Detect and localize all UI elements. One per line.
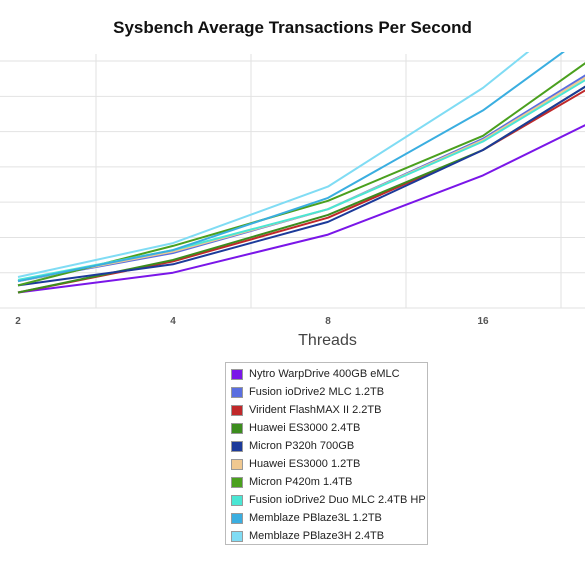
series-line-8 — [17, 52, 565, 283]
x-tick-label-3: 16 — [477, 316, 489, 327]
legend-swatch — [231, 494, 243, 506]
legend-label: Huawei ES3000 2.4TB — [249, 422, 361, 434]
legend-label: Memblaze PBlaze3H 2.4TB — [249, 530, 385, 542]
series-line-4 — [17, 85, 585, 287]
x-tick-label-0: 2 — [15, 316, 21, 327]
series-group — [17, 52, 585, 294]
legend-item: Fusion ioDrive2 Duo MLC 2.4TB HP — [231, 491, 427, 509]
series-line-7 — [17, 79, 585, 281]
legend-label: Memblaze PBlaze3L 1.2TB — [249, 512, 382, 524]
legend-item: Micron P320h 700GB — [231, 437, 427, 455]
chart-title: Sysbench Average Transactions Per Second — [113, 18, 472, 37]
legend-swatch — [231, 458, 243, 470]
legend-swatch — [231, 404, 243, 416]
series-line-3 — [17, 85, 585, 294]
legend-swatch — [231, 476, 243, 488]
x-tick-label-1: 4 — [170, 316, 176, 327]
series-line-5 — [17, 76, 585, 283]
legend-item: Memblaze PBlaze3L 1.2TB — [231, 509, 427, 527]
legend: Nytro WarpDrive 400GB eMLC Fusion ioDrive… — [225, 362, 428, 545]
legend-swatch — [231, 440, 243, 452]
legend-swatch — [231, 512, 243, 524]
series-line-9 — [17, 52, 530, 278]
legend-label: Huawei ES3000 1.2TB — [249, 458, 361, 470]
legend-swatch — [231, 422, 243, 434]
legend-item: Memblaze PBlaze3H 2.4TB — [231, 527, 427, 545]
legend-swatch — [231, 368, 243, 380]
legend-label: Nytro WarpDrive 400GB eMLC — [249, 368, 400, 380]
legend-label: Fusion ioDrive2 MLC 1.2TB — [249, 386, 385, 398]
legend-item: Huawei ES3000 1.2TB — [231, 455, 427, 473]
legend-item: Virident FlashMAX II 2.2TB — [231, 401, 427, 419]
legend-swatch — [231, 386, 243, 398]
legend-swatch — [231, 530, 243, 542]
legend-label: Fusion ioDrive2 Duo MLC 2.4TB HP — [249, 494, 426, 506]
legend-item: Micron P420m 1.4TB — [231, 473, 427, 491]
legend-item: Huawei ES3000 2.4TB — [231, 419, 427, 437]
x-axis-label: Threads — [298, 332, 357, 349]
x-tick-label-2: 8 — [325, 316, 331, 327]
legend-label: Micron P320h 700GB — [249, 440, 355, 452]
series-line-6 — [17, 62, 585, 287]
legend-item: Nytro WarpDrive 400GB eMLC — [231, 365, 427, 383]
legend-item: Fusion ioDrive2 MLC 1.2TB — [231, 383, 427, 401]
series-line-1 — [17, 74, 585, 283]
series-line-0 — [17, 124, 585, 294]
plot-area: 2 4 8 16 — [0, 52, 585, 327]
legend-label: Virident FlashMAX II 2.2TB — [249, 404, 382, 416]
legend-label: Micron P420m 1.4TB — [249, 476, 353, 488]
